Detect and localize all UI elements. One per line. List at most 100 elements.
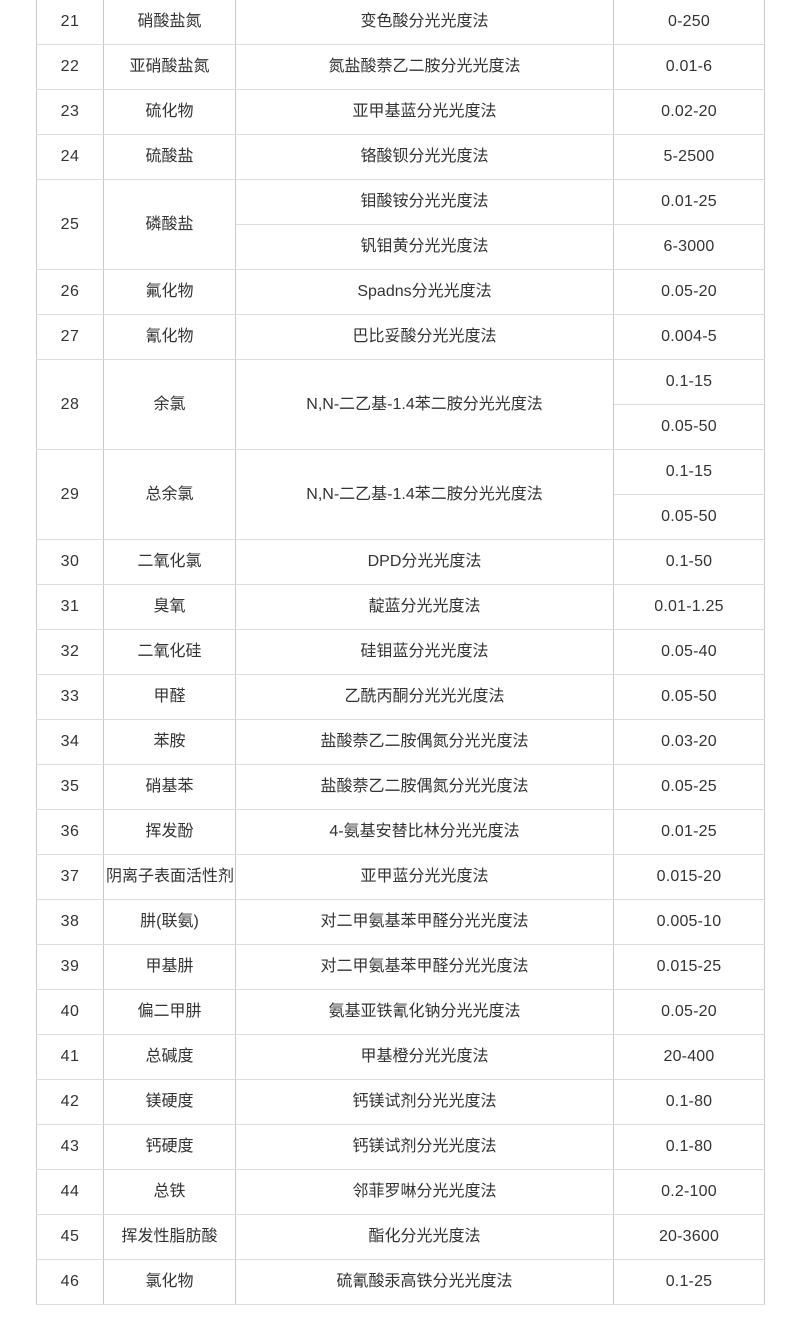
table-row: 41 总碱度 甲基橙分光光度法 20-400 <box>36 1034 765 1080</box>
row-number-cell: 33 <box>36 674 104 720</box>
table-row: 24 硫酸盐 铬酸钡分光光度法 5-2500 <box>36 134 765 180</box>
range-cell: 0.05-50 <box>613 674 765 720</box>
method-cell: 乙酰丙酮分光光光度法 <box>235 674 614 720</box>
range-cell: 0.05-20 <box>613 269 765 315</box>
table-row: 42 镁硬度 钙镁试剂分光光度法 0.1-80 <box>36 1079 765 1125</box>
row-number-cell: 46 <box>36 1259 104 1305</box>
row-number-cell: 22 <box>36 44 104 90</box>
method-cell: 变色酸分光光度法 <box>235 0 614 45</box>
range-cell: 0.01-25 <box>613 809 765 855</box>
table-row: 38 肼(联氨) 对二甲氨基苯甲醛分光光度法 0.005-10 <box>36 899 765 945</box>
table-sub-row: 钒钼黄分光光度法 6-3000 <box>37 224 765 270</box>
range-cell: 0.1-25 <box>613 1259 765 1305</box>
row-number-cell: 37 <box>36 854 104 900</box>
range-cell: 0.05-25 <box>613 764 765 810</box>
table-row: 21 硝酸盐氮 变色酸分光光度法 0-250 <box>36 0 765 45</box>
row-number-cell: 25 <box>36 179 104 270</box>
range-cell: 20-3600 <box>613 1214 765 1260</box>
method-cell: 邻菲罗啉分光光度法 <box>235 1169 614 1215</box>
range-cell: 0.05-50 <box>613 494 765 540</box>
row-number-cell: 31 <box>36 584 104 630</box>
range-cell: 0.1-15 <box>613 449 765 495</box>
parameter-name-cell: 亚硝酸盐氮 <box>103 44 236 90</box>
method-cell: 对二甲氨基苯甲醛分光光度法 <box>235 944 614 990</box>
range-cell: 0.015-25 <box>613 944 765 990</box>
method-cell: 4-氨基安替比林分光光度法 <box>235 809 614 855</box>
table-row: 45 挥发性脂肪酸 酯化分光光度法 20-3600 <box>36 1214 765 1260</box>
table-row: 32 二氧化硅 硅钼蓝分光光度法 0.05-40 <box>36 629 765 675</box>
row-number-cell: 36 <box>36 809 104 855</box>
range-cell: 0.015-20 <box>613 854 765 900</box>
method-cell: Spadns分光光度法 <box>235 269 614 315</box>
parameter-name-cell: 甲醛 <box>103 674 236 720</box>
method-cell: 钙镁试剂分光光度法 <box>235 1124 614 1170</box>
row-number-cell: 27 <box>36 314 104 360</box>
method-cell: N,N-二乙基-1.4苯二胺分光光度法 <box>235 449 614 540</box>
range-cell: 0-250 <box>613 0 765 45</box>
row-number-cell: 41 <box>36 1034 104 1080</box>
method-cell: 硅钼蓝分光光度法 <box>235 629 614 675</box>
table-row: 37 阴离子表面活性剂 亚甲蓝分光光度法 0.015-20 <box>36 854 765 900</box>
table-row: 30 二氧化氯 DPD分光光度法 0.1-50 <box>36 539 765 585</box>
row-number-cell: 32 <box>36 629 104 675</box>
range-cell: 0.02-20 <box>613 89 765 135</box>
table-row: 23 硫化物 亚甲基蓝分光光度法 0.02-20 <box>36 89 765 135</box>
table-row: 25 磷酸盐 钼酸铵分光光度法 0.01-25 <box>36 179 765 270</box>
row-number-cell: 29 <box>36 449 104 540</box>
range-cell: 0.005-10 <box>613 899 765 945</box>
parameter-name-cell: 硝基苯 <box>103 764 236 810</box>
table-row: 40 偏二甲肼 氨基亚铁氰化钠分光光度法 0.05-20 <box>36 989 765 1035</box>
range-cell: 0.03-20 <box>613 719 765 765</box>
table-sub-row: 0.05-50 <box>37 494 765 540</box>
table-row: 35 硝基苯 盐酸萘乙二胺偶氮分光光度法 0.05-25 <box>36 764 765 810</box>
range-cell: 0.05-40 <box>613 629 765 675</box>
method-cell: 钼酸铵分光光度法 <box>235 179 614 225</box>
parameter-name-cell: 余氯 <box>103 359 236 450</box>
parameter-name-cell: 肼(联氨) <box>103 899 236 945</box>
parameter-name-cell: 硝酸盐氮 <box>103 0 236 45</box>
parameter-name-cell: 臭氧 <box>103 584 236 630</box>
parameter-name-cell: 挥发性脂肪酸 <box>103 1214 236 1260</box>
parameter-name-cell: 氟化物 <box>103 269 236 315</box>
method-cell: 钒钼黄分光光度法 <box>235 224 614 270</box>
table-row: 33 甲醛 乙酰丙酮分光光光度法 0.05-50 <box>36 674 765 720</box>
parameter-name-cell: 硫酸盐 <box>103 134 236 180</box>
row-number-cell: 26 <box>36 269 104 315</box>
row-number-cell: 35 <box>36 764 104 810</box>
table-row: 46 氯化物 硫氰酸汞高铁分光光度法 0.1-25 <box>36 1259 765 1305</box>
row-number-cell: 23 <box>36 89 104 135</box>
method-cell: 巴比妥酸分光光度法 <box>235 314 614 360</box>
parameter-name-cell: 总碱度 <box>103 1034 236 1080</box>
row-number-cell: 40 <box>36 989 104 1035</box>
table-row: 39 甲基肼 对二甲氨基苯甲醛分光光度法 0.015-25 <box>36 944 765 990</box>
method-cell: 酯化分光光度法 <box>235 1214 614 1260</box>
method-cell: 靛蓝分光光度法 <box>235 584 614 630</box>
range-cell: 0.05-50 <box>613 404 765 450</box>
parameter-name-cell: 二氧化硅 <box>103 629 236 675</box>
row-number-cell: 24 <box>36 134 104 180</box>
parameter-name-cell: 镁硬度 <box>103 1079 236 1125</box>
range-cell: 20-400 <box>613 1034 765 1080</box>
parameter-name-cell: 硫化物 <box>103 89 236 135</box>
method-cell: N,N-二乙基-1.4苯二胺分光光度法 <box>235 359 614 450</box>
range-cell: 5-2500 <box>613 134 765 180</box>
parameter-name-cell: 苯胺 <box>103 719 236 765</box>
table-row: 22 亚硝酸盐氮 氮盐酸萘乙二胺分光光度法 0.01-6 <box>36 44 765 90</box>
range-cell: 0.01-1.25 <box>613 584 765 630</box>
row-number-cell: 39 <box>36 944 104 990</box>
range-cell: 0.2-100 <box>613 1169 765 1215</box>
range-cell: 0.1-15 <box>613 359 765 405</box>
method-cell: 甲基橙分光光度法 <box>235 1034 614 1080</box>
table-wrapper: 21 硝酸盐氮 变色酸分光光度法 0-250 22 亚硝酸盐氮 氮盐酸萘乙二胺分光光度法 0.… <box>36 0 765 1305</box>
range-cell: 0.01-25 <box>613 179 765 225</box>
parameter-name-cell: 氰化物 <box>103 314 236 360</box>
range-cell: 0.004-5 <box>613 314 765 360</box>
range-cell: 0.1-80 <box>613 1124 765 1170</box>
method-cell: 钙镁试剂分光光度法 <box>235 1079 614 1125</box>
row-number-cell: 45 <box>36 1214 104 1260</box>
parameter-name-cell: 二氧化氯 <box>103 539 236 585</box>
range-cell: 0.05-20 <box>613 989 765 1035</box>
range-cell: 0.1-80 <box>613 1079 765 1125</box>
method-cell: 铬酸钡分光光度法 <box>235 134 614 180</box>
